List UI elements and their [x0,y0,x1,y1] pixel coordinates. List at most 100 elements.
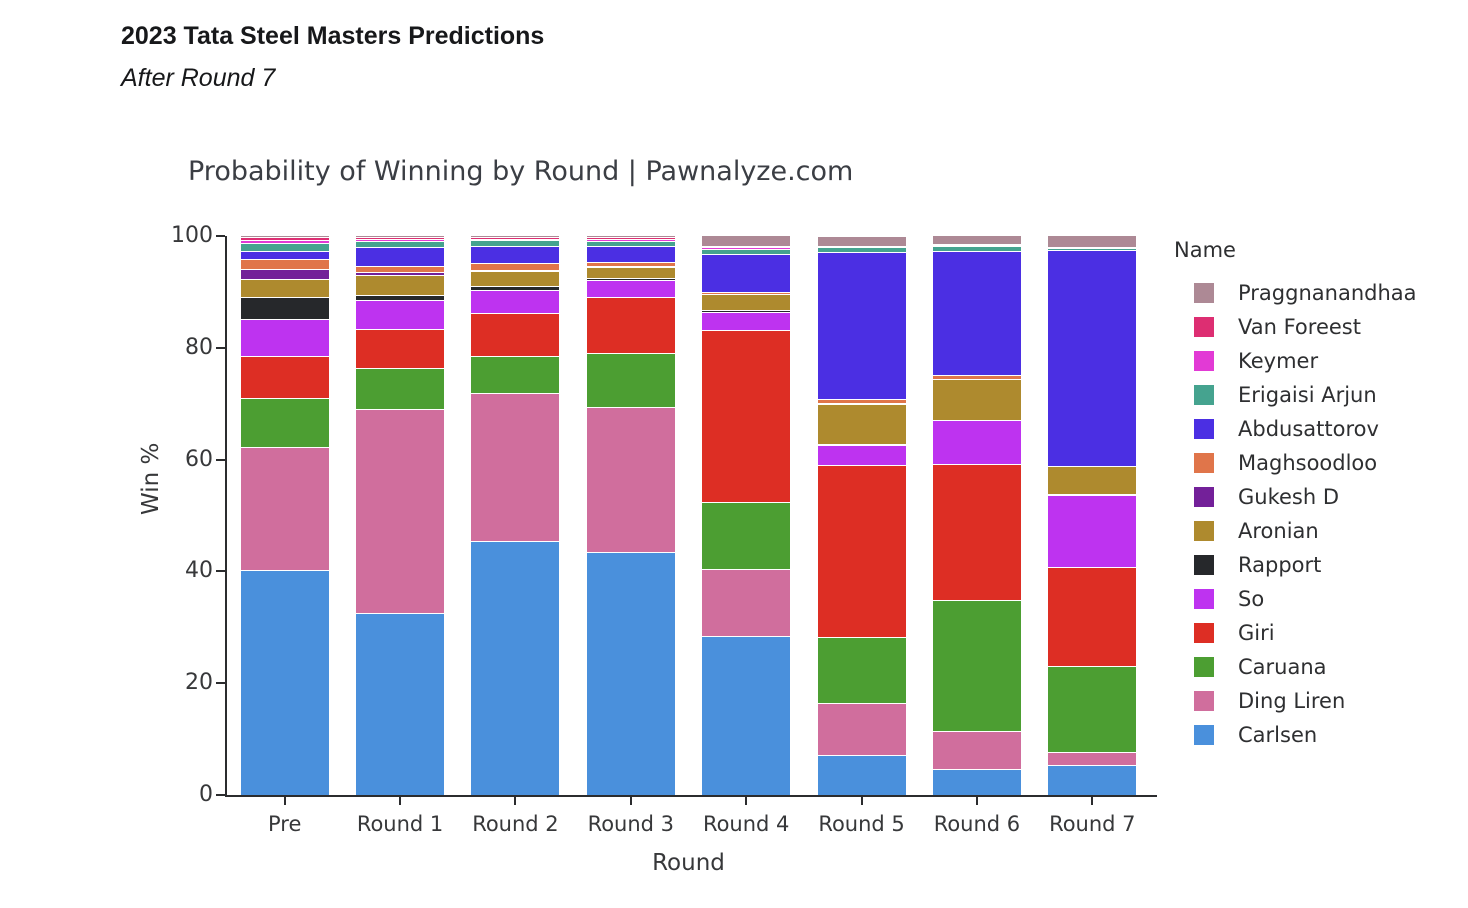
bar-segment-van-foreest[interactable] [586,238,675,240]
bar-segment-van-foreest[interactable] [1048,248,1137,249]
bar-segment-maghsoodloo[interactable] [586,263,675,267]
bar-segment-maghsoodloo[interactable] [817,400,906,405]
bar-segment-giri[interactable] [702,331,791,503]
bar-segment-van-foreest[interactable] [932,245,1021,247]
bar-segment-carlsen[interactable] [586,553,675,795]
legend-item-maghsoodloo[interactable]: Maghsoodloo [1172,446,1462,480]
bar-segment-caruana[interactable] [240,399,329,449]
bar-segment-praggnanandhaa[interactable] [356,235,445,238]
bar-segment-gukesh-d[interactable] [471,271,560,273]
bar-segment-praggnanandhaa[interactable] [471,236,560,239]
bar-segment-erigaisi-arjun[interactable] [817,248,906,253]
bar-segment-so[interactable] [817,446,906,467]
bar-segment-erigaisi-arjun[interactable] [471,241,560,247]
bar-segment-giri[interactable] [471,314,560,357]
bar-segment-carlsen[interactable] [1048,765,1137,795]
bar-segment-ding-liren[interactable] [932,731,1021,770]
legend-item-aronian[interactable]: Aronian [1172,514,1462,548]
bar-segment-gukesh-d[interactable] [356,273,445,276]
bar-segment-keymer[interactable] [932,246,1021,248]
bar-segment-giri[interactable] [586,298,675,355]
bar-segment-keymer[interactable] [1048,248,1137,250]
legend-item-keymer[interactable]: Keymer [1172,344,1462,378]
bar-segment-gukesh-d[interactable] [586,266,675,268]
bar-segment-aronian[interactable] [932,380,1021,421]
bar-segment-aronian[interactable] [356,275,445,297]
bar-segment-praggnanandhaa[interactable] [586,235,675,239]
bar-segment-caruana[interactable] [471,356,560,394]
bar-segment-abdusattorov[interactable] [240,252,329,261]
bar-segment-abdusattorov[interactable] [1048,251,1137,467]
bar-segment-maghsoodloo[interactable] [240,260,329,270]
bar-segment-van-foreest[interactable] [471,238,560,240]
bar-segment-carlsen[interactable] [932,769,1021,795]
bar-segment-abdusattorov[interactable] [932,252,1021,376]
bar-segment-ding-liren[interactable] [586,407,675,554]
bar-segment-caruana[interactable] [932,601,1021,732]
bar-segment-so[interactable] [586,281,675,299]
bar-segment-rapport[interactable] [817,444,906,447]
bar-segment-van-foreest[interactable] [817,246,906,248]
bar-segment-praggnanandhaa[interactable] [240,236,329,239]
bar-segment-rapport[interactable] [240,298,329,320]
bar-segment-abdusattorov[interactable] [471,246,560,265]
bar-segment-aronian[interactable] [240,280,329,299]
bar-segment-gukesh-d[interactable] [817,404,906,405]
bar-segment-erigaisi-arjun[interactable] [932,247,1021,253]
legend-item-praggnanandhaa[interactable]: Praggnanandhaa [1172,276,1462,310]
bar-segment-aronian[interactable] [1048,467,1137,496]
bar-segment-giri[interactable] [932,464,1021,602]
legend-item-carlsen[interactable]: Carlsen [1172,718,1462,752]
bar-segment-ding-liren[interactable] [1048,752,1137,766]
bar-segment-gukesh-d[interactable] [702,294,791,296]
bar-segment-rapport[interactable] [586,278,675,282]
bar-segment-carlsen[interactable] [817,756,906,795]
bar-segment-erigaisi-arjun[interactable] [356,242,445,249]
bar-segment-abdusattorov[interactable] [586,247,675,264]
legend-item-giri[interactable]: Giri [1172,616,1462,650]
legend-item-so[interactable]: So [1172,582,1462,616]
bar-segment-maghsoodloo[interactable] [471,264,560,272]
bar-segment-ding-liren[interactable] [471,393,560,542]
bar-segment-keymer[interactable] [356,240,445,243]
bar-segment-maghsoodloo[interactable] [1048,466,1137,468]
bar-segment-van-foreest[interactable] [240,238,329,241]
bar-segment-erigaisi-arjun[interactable] [240,243,329,253]
bar-segment-so[interactable] [932,421,1021,465]
bar-segment-giri[interactable] [356,330,445,370]
legend-item-van-foreest[interactable]: Van Foreest [1172,310,1462,344]
bar-segment-aronian[interactable] [471,272,560,287]
bar-segment-giri[interactable] [240,357,329,400]
legend-item-abdusattorov[interactable]: Abdusattorov [1172,412,1462,446]
bar-segment-gukesh-d[interactable] [240,269,329,281]
bar-segment-carlsen[interactable] [471,541,560,795]
bar-segment-keymer[interactable] [702,248,791,250]
bar-segment-so[interactable] [356,300,445,331]
bar-segment-aronian[interactable] [817,404,906,445]
bar-segment-carlsen[interactable] [702,637,791,795]
bar-segment-rapport[interactable] [932,420,1021,422]
bar-segment-maghsoodloo[interactable] [932,375,1021,381]
bar-segment-ding-liren[interactable] [356,410,445,615]
bar-segment-so[interactable] [240,319,329,358]
bar-segment-abdusattorov[interactable] [702,254,791,293]
bar-segment-erigaisi-arjun[interactable] [586,241,675,248]
legend-item-rapport[interactable]: Rapport [1172,548,1462,582]
bar-segment-rapport[interactable] [356,296,445,301]
legend-item-caruana[interactable]: Caruana [1172,650,1462,684]
bar-segment-caruana[interactable] [817,637,906,705]
bar-segment-ding-liren[interactable] [817,704,906,757]
bar-segment-caruana[interactable] [586,354,675,408]
bar-segment-ding-liren[interactable] [702,570,791,638]
bar-segment-abdusattorov[interactable] [817,252,906,401]
bar-segment-van-foreest[interactable] [702,247,791,249]
legend-item-gukesh-d[interactable]: Gukesh D [1172,480,1462,514]
bar-segment-rapport[interactable] [471,286,560,292]
bar-segment-praggnanandhaa[interactable] [702,236,791,248]
bar-segment-ding-liren[interactable] [240,448,329,572]
bar-segment-caruana[interactable] [1048,667,1137,753]
bar-segment-caruana[interactable] [702,502,791,571]
bar-segment-praggnanandhaa[interactable] [1048,236,1137,249]
bar-segment-aronian[interactable] [702,295,791,311]
bar-segment-abdusattorov[interactable] [356,248,445,268]
